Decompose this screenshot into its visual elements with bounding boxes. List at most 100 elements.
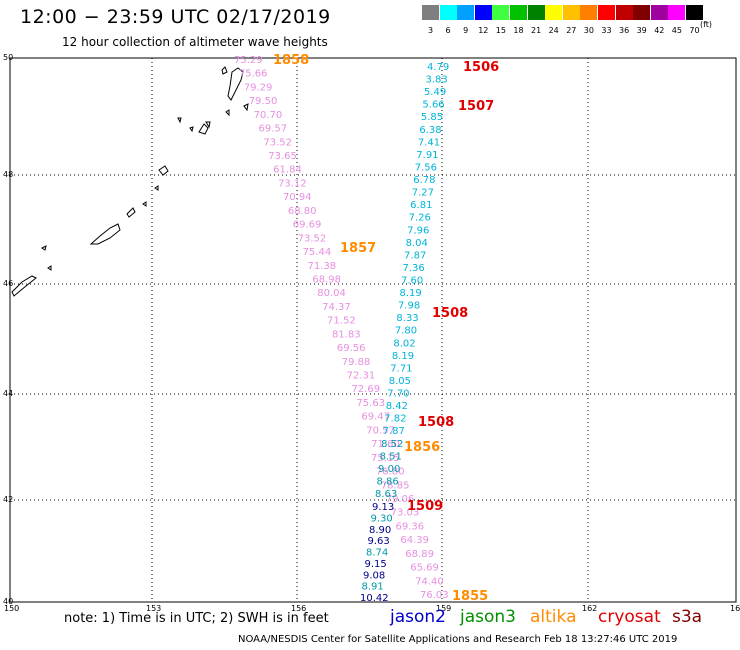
legend-swatch xyxy=(633,5,651,20)
altika-swh-value: 78.85 xyxy=(381,480,410,491)
cryosat-south-swh-value: 8.91 xyxy=(362,582,384,593)
map-frame xyxy=(9,57,737,603)
altika-swh-value: 74.37 xyxy=(322,302,351,313)
island-paramushir xyxy=(227,67,244,101)
cryosat-swh-value: 8.04 xyxy=(406,238,428,249)
altika-swh-value: 70.70 xyxy=(254,110,283,121)
altika-swh-value: 75.63 xyxy=(356,398,385,409)
altika-swh-value: 79.88 xyxy=(342,357,371,368)
lat-tick-label: 40 xyxy=(3,597,13,606)
legend-swatch xyxy=(668,5,686,20)
legend-swatch xyxy=(439,5,457,20)
cryosat-swh-value: 8.51 xyxy=(380,451,402,462)
page-subtitle: 12 hour collection of altimeter wave hei… xyxy=(62,35,328,49)
legend-label: 15 xyxy=(495,26,506,35)
cryosat-swh-value: 7.98 xyxy=(398,301,420,312)
altika-swh-value: 71.52 xyxy=(327,316,356,327)
cryosat-swh-value: 7.70 xyxy=(387,389,409,400)
altika-swh-value: 79.06 xyxy=(386,494,415,505)
cryosat-swh-value: 8.33 xyxy=(396,313,418,324)
altika-swh-value: 75.15 xyxy=(371,453,400,464)
cryosat-swh-value: 5.66 xyxy=(422,100,444,111)
cryosat-swh-value: 9.00 xyxy=(378,464,400,475)
cryosat-swh-value: 7.36 xyxy=(403,263,425,274)
cryosat-swh-value: 8.52 xyxy=(381,439,403,450)
time-stamp-label: 1506 xyxy=(463,60,499,75)
cryosat-swh-value: 6.78 xyxy=(413,175,435,186)
legend-swatch xyxy=(510,5,527,20)
cryosat-swh-value: 4.79 xyxy=(427,62,449,73)
altika-swh-value: 69.56 xyxy=(337,343,366,354)
cryosat-track: 4.79 3.835.49 5.665.85 6.387.41 7.917.56 6.78… xyxy=(360,62,449,604)
legend-swatch xyxy=(598,5,615,20)
island-small-10 xyxy=(47,265,52,271)
cryosat-swh-value: 7.82 xyxy=(384,414,406,425)
legend-swatch xyxy=(562,5,580,20)
legend-label: 18 xyxy=(513,26,524,35)
legend-swatch xyxy=(686,5,703,20)
cryosat-south-swh-value: 8.90 xyxy=(369,525,391,536)
cryosat-south-swh-value: 9.63 xyxy=(368,536,390,547)
island-onekotan xyxy=(198,123,209,135)
cryosat-south-swh-value: 9.13 xyxy=(372,502,394,513)
altika-swh-value: 76.03 xyxy=(420,590,449,601)
kuril-islands-coastline xyxy=(11,66,249,297)
altika-swh-value: 68.98 xyxy=(312,274,341,285)
island-small-1 xyxy=(221,66,228,75)
legend-label: 3 xyxy=(427,26,434,35)
lon-tick-label: 159 xyxy=(436,604,451,613)
time-stamp-label: 1508 xyxy=(432,306,468,321)
altika-swh-value: 74.40 xyxy=(415,576,444,587)
cryosat-south-swh-value: 9.30 xyxy=(371,513,393,524)
altika-swh-value: 70.57 xyxy=(366,425,395,436)
cryosat-south-swh-value: 10.42 xyxy=(360,593,389,604)
legend-swatch xyxy=(422,5,439,20)
legend-swatch xyxy=(474,5,492,20)
altika-swh-value: 72.31 xyxy=(347,371,376,382)
footer-note: note: 1) Time is in UTC; 2) SWH is in fe… xyxy=(64,611,329,626)
cryosat-south-swh-value: 9.08 xyxy=(363,570,385,581)
altika-swh-value: 69.47 xyxy=(361,412,390,423)
cryosat-swh-value: 7.96 xyxy=(407,225,429,236)
altika-swh-value: 79.50 xyxy=(249,96,278,107)
page-title: 12:00 − 23:59 UTC 02/17/2019 xyxy=(20,6,331,28)
altika-swh-value: 76.80 xyxy=(376,467,405,478)
lon-tick-label: 153 xyxy=(146,604,161,613)
lat-tick-label: 48 xyxy=(3,170,13,179)
legend-swatch xyxy=(615,5,633,20)
cryosat-swh-value: 3.83 xyxy=(425,75,447,86)
time-stamp-label: 1856 xyxy=(404,440,440,455)
altika-swh-value: 68.89 xyxy=(405,549,434,560)
sat-label-jason3: jason3 xyxy=(460,607,516,627)
altika-swh-value: 75.29 xyxy=(234,55,263,66)
cryosat-swh-value: 7.27 xyxy=(412,188,434,199)
legend-label: 70 xyxy=(689,26,700,35)
altika-swh-value: 69.69 xyxy=(293,220,322,231)
legend-swatch xyxy=(527,5,545,20)
altika-swh-value: 80.04 xyxy=(317,288,346,299)
legend-label: 45 xyxy=(671,26,682,35)
legend-label: 33 xyxy=(601,26,612,35)
lat-tick-label: 46 xyxy=(3,279,13,288)
time-stamp-label: 1858 xyxy=(273,53,309,68)
island-simushir xyxy=(158,165,169,176)
cryosat-south-swh-value: 9.15 xyxy=(365,559,387,570)
island-iturup xyxy=(89,223,121,245)
cryosat-swh-value: 7.56 xyxy=(415,162,437,173)
lat-tick-label: 44 xyxy=(3,389,13,398)
legend-label: 36 xyxy=(619,26,630,35)
altika-swh-value: 71.60 xyxy=(371,439,400,450)
sat-label-s3a: s3a xyxy=(672,607,703,627)
altika-swh-value: 79.29 xyxy=(244,82,273,93)
altika-swh-value: 75.44 xyxy=(303,247,332,258)
island-small-2 xyxy=(243,103,249,112)
lon-tick-label: 150 xyxy=(4,604,19,613)
island-small-9 xyxy=(41,245,47,251)
island-small-7 xyxy=(154,185,159,191)
sat-label-cryosat: cryosat xyxy=(598,607,661,627)
altika-swh-value: 61.84 xyxy=(273,165,302,176)
altika-swh-value: 73.03 xyxy=(391,508,420,519)
altika-swh-value: 73.52 xyxy=(298,233,327,244)
